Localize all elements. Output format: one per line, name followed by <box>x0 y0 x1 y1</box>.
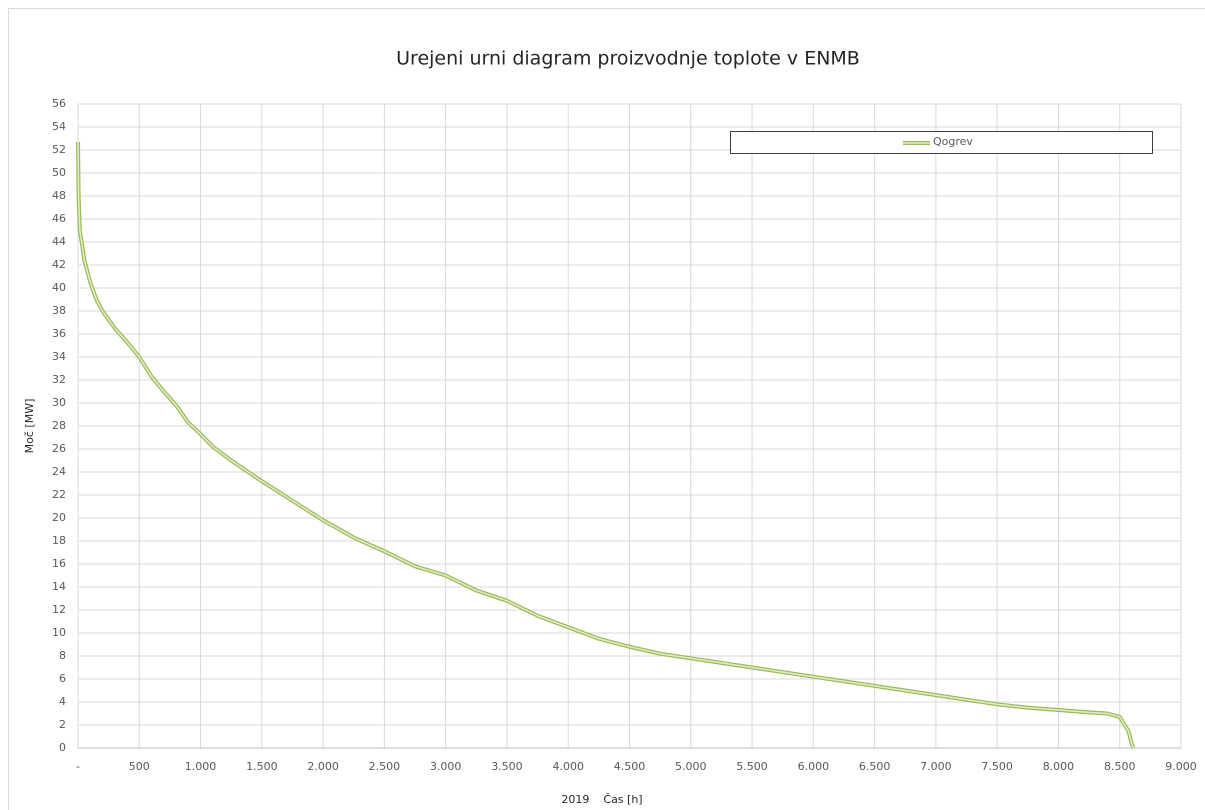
y-tick-label: 18 <box>52 534 66 547</box>
y-tick-label: 40 <box>52 281 66 294</box>
x-tick-label: 2.500 <box>369 760 401 773</box>
x-axis-title: 2019 Čas [h] <box>561 793 642 806</box>
x-tick-label: 8.500 <box>1104 760 1136 773</box>
y-tick-label: 26 <box>52 442 66 455</box>
y-tick-label: 28 <box>52 419 66 432</box>
x-tick-label: 3.500 <box>491 760 523 773</box>
x-tick-label: 1.000 <box>185 760 217 773</box>
y-tick-label: 54 <box>52 120 66 133</box>
x-tick-label: 500 <box>129 760 150 773</box>
x-tick-label: 1.500 <box>246 760 278 773</box>
y-tick-label: 14 <box>52 580 66 593</box>
y-tick-label: 8 <box>59 649 66 662</box>
y-tick-label: 6 <box>59 672 66 685</box>
x-tick-label: 3.000 <box>430 760 462 773</box>
y-tick-label: 22 <box>52 488 66 501</box>
x-tick-label: 6.000 <box>798 760 830 773</box>
legend-box <box>730 131 1153 154</box>
y-tick-label: 48 <box>52 189 66 202</box>
y-tick-label: 16 <box>52 557 66 570</box>
x-tick-label: 9.000 <box>1165 760 1197 773</box>
y-tick-label: 2 <box>59 718 66 731</box>
x-tick-label: 4.000 <box>552 760 584 773</box>
y-tick-label: 24 <box>52 465 66 478</box>
y-tick-label: 42 <box>52 258 66 271</box>
x-tick-label: - <box>76 760 80 773</box>
y-tick-label: 10 <box>52 626 66 639</box>
x-tick-label: 2.000 <box>307 760 339 773</box>
x-tick-label: 5.500 <box>736 760 768 773</box>
x-tick-label: 5.000 <box>675 760 707 773</box>
y-axis-title: Moč [MW] <box>23 399 36 454</box>
y-tick-label: 56 <box>52 97 66 110</box>
legend-label: Qogrev <box>933 135 973 148</box>
y-tick-label: 50 <box>52 166 66 179</box>
y-tick-label: 30 <box>52 396 66 409</box>
y-tick-label: 34 <box>52 350 66 363</box>
series-line <box>77 141 1134 749</box>
y-tick-label: 20 <box>52 511 66 524</box>
chart-title: Urejeni urni diagram proizvodnje toplote… <box>396 48 860 70</box>
y-tick-label: 4 <box>59 695 66 708</box>
x-tick-label: 4.500 <box>614 760 646 773</box>
x-tick-label: 6.500 <box>859 760 891 773</box>
x-tick-label: 7.000 <box>920 760 952 773</box>
y-tick-label: 46 <box>52 212 66 225</box>
y-tick-label: 44 <box>52 235 66 248</box>
x-tick-label: 7.500 <box>981 760 1013 773</box>
y-tick-label: 0 <box>59 741 66 754</box>
y-tick-label: 52 <box>52 143 66 156</box>
y-tick-label: 32 <box>52 373 66 386</box>
chart-border <box>8 8 1205 810</box>
x-tick-label: 8.000 <box>1043 760 1075 773</box>
y-tick-label: 36 <box>52 327 66 340</box>
y-tick-label: 38 <box>52 304 66 317</box>
y-tick-label: 12 <box>52 603 66 616</box>
